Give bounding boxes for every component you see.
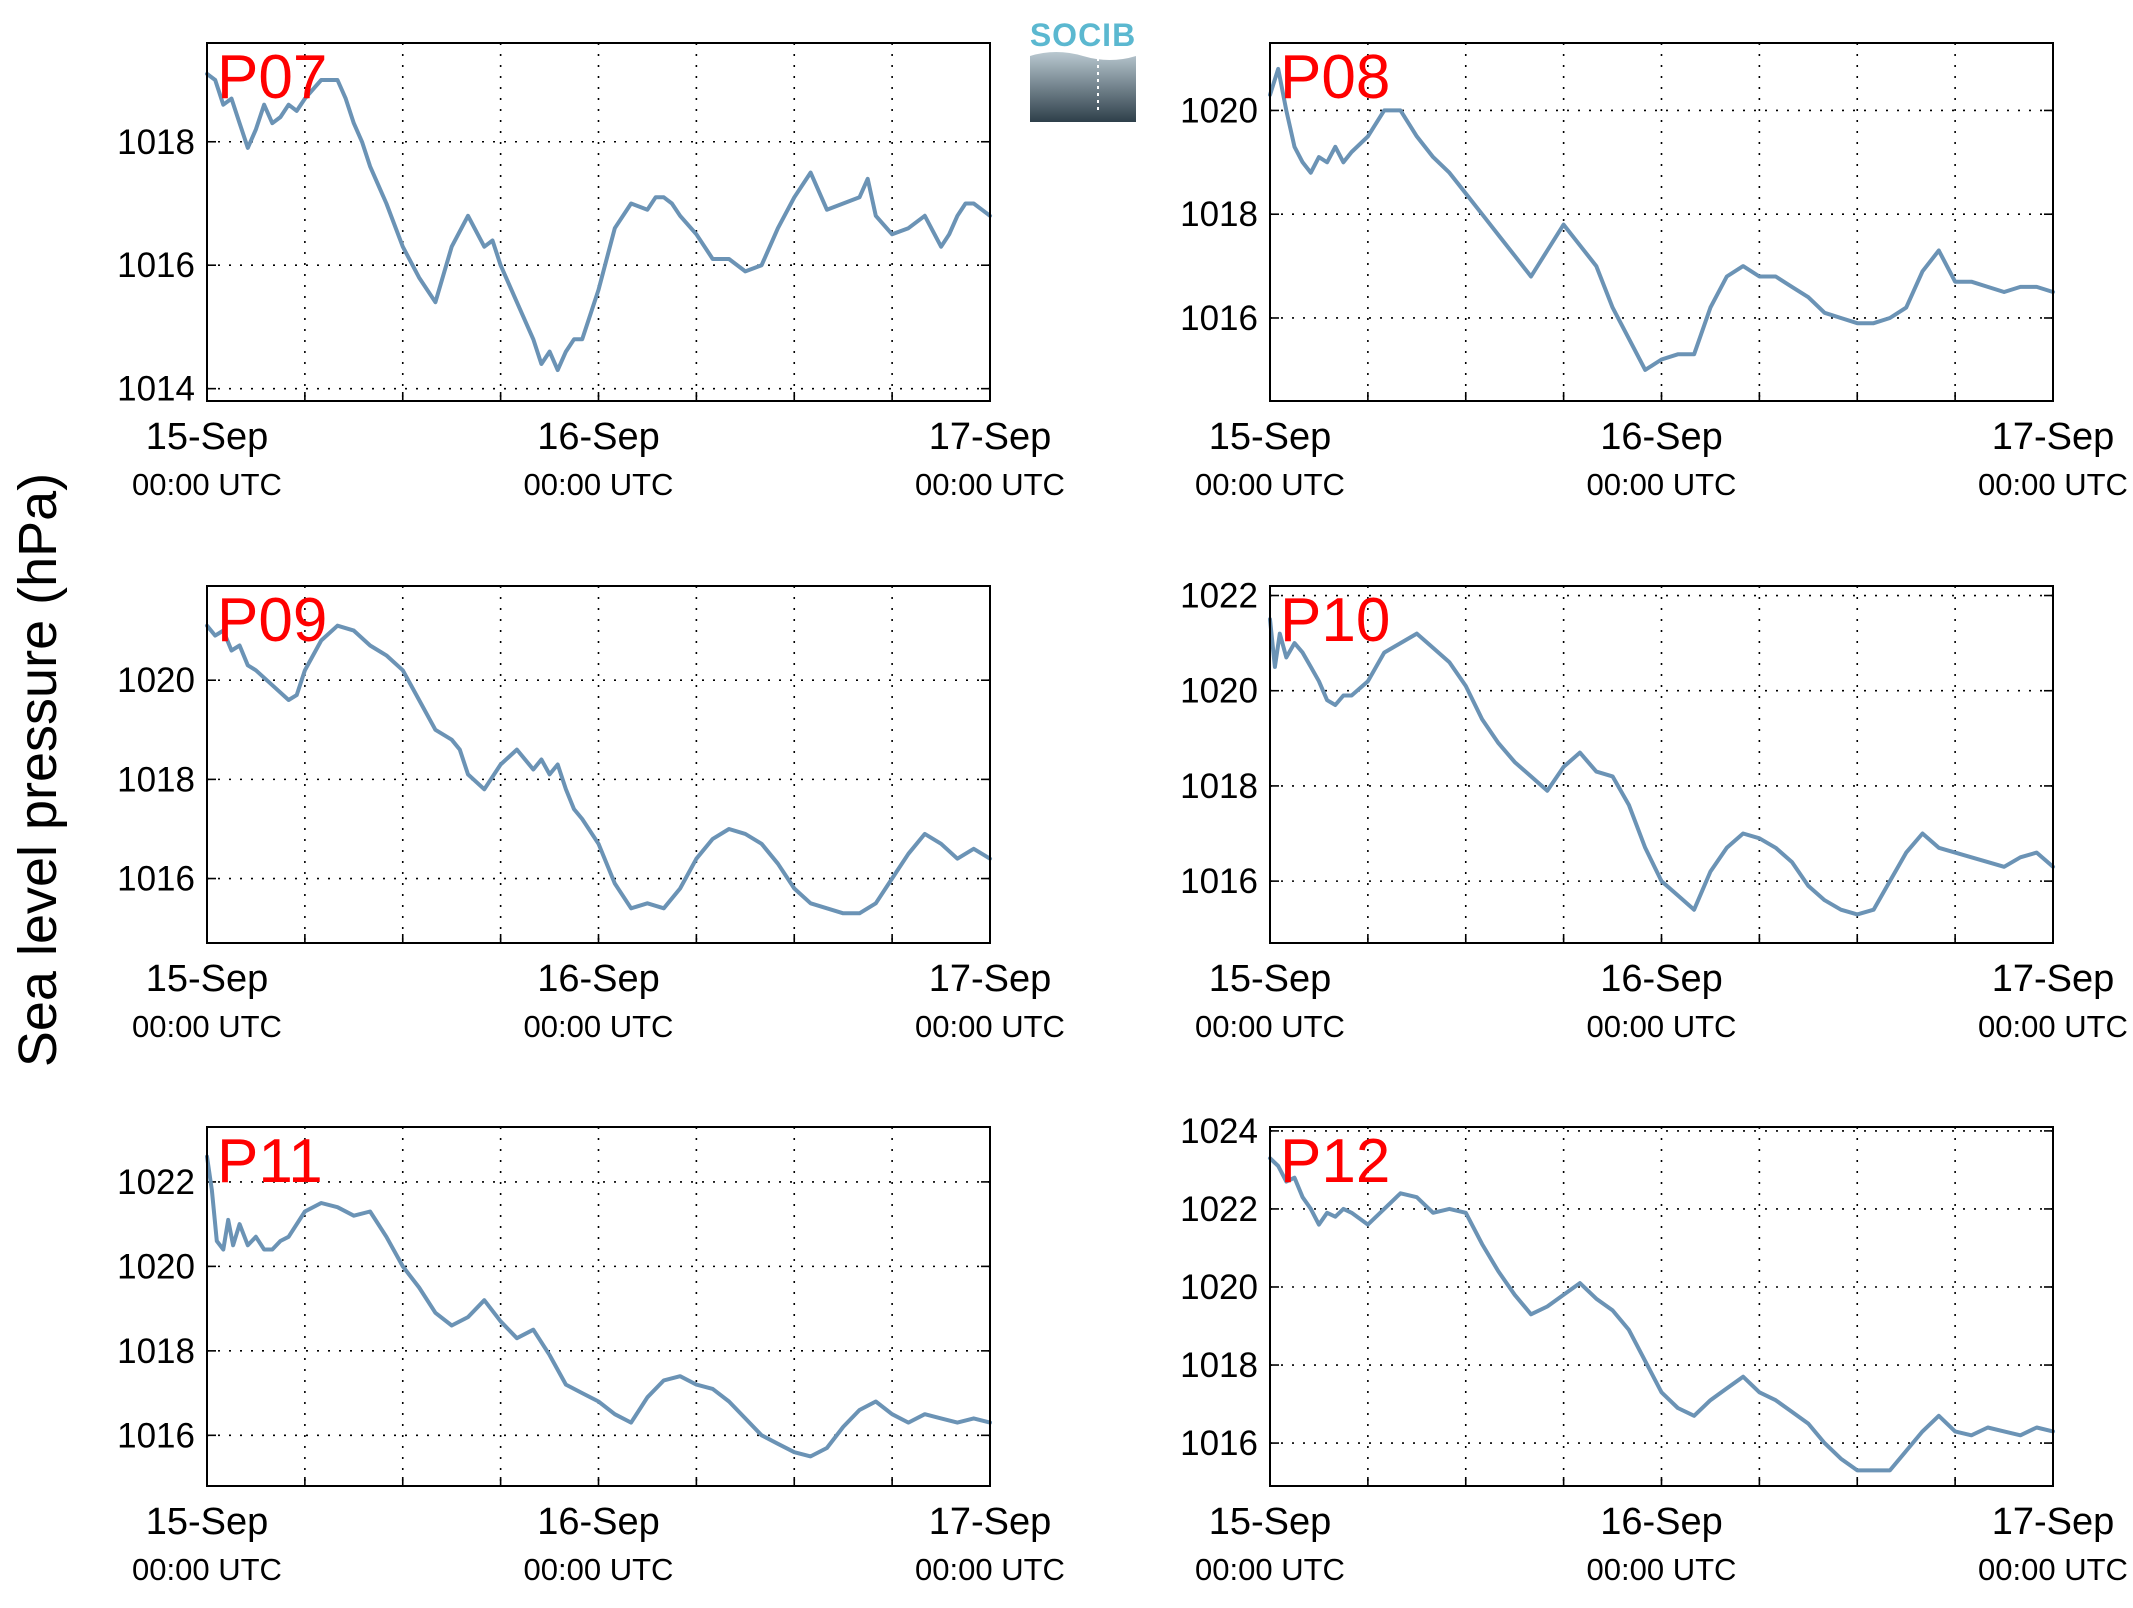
x-tick-label-time: 00:00 UTC — [1587, 1552, 1737, 1587]
y-tick-label: 1020 — [1180, 1268, 1258, 1307]
panel-label: P11 — [217, 1127, 323, 1196]
y-tick-label: 1020 — [1180, 91, 1258, 130]
y-tick-label: 1018 — [117, 123, 195, 162]
x-tick-label-date: 15-Sep — [146, 416, 269, 458]
panel-label: P09 — [217, 586, 327, 655]
x-tick-label-time: 00:00 UTC — [524, 1552, 674, 1587]
panel-p08: 1016 1018 1020 15-Sep 00:00 UTC 16-Sep 00:00 U… — [1180, 42, 2128, 502]
x-tick-label-time: 00:00 UTC — [132, 467, 282, 502]
x-tick-label-date: 15-Sep — [1209, 958, 1332, 1000]
y-tick-label: 1016 — [1180, 299, 1258, 338]
pressure-series-line — [205, 623, 992, 916]
y-tick-label: 1016 — [1180, 1424, 1258, 1463]
y-tick-label: 1018 — [117, 1332, 195, 1371]
panel-p09: 1016 1018 1020 15-Sep 00:00 UTC 16-Sep 00:00 U… — [117, 585, 1065, 1044]
x-tick-label-time: 00:00 UTC — [524, 1009, 674, 1044]
x-tick-label-date: 17-Sep — [929, 958, 1052, 1000]
x-tick-label-time: 00:00 UTC — [915, 1009, 1065, 1044]
axes-frame — [206, 1126, 991, 1487]
pressure-series-line — [1268, 617, 2055, 917]
y-tick-label: 1016 — [1180, 862, 1258, 901]
x-tick-label-date: 17-Sep — [929, 416, 1052, 458]
y-tick-label: 1020 — [1180, 672, 1258, 711]
panel-label: P08 — [1280, 43, 1390, 112]
y-tick-label: 1022 — [117, 1163, 195, 1202]
x-tick-label-date: 17-Sep — [929, 1501, 1052, 1543]
y-tick-label: 1020 — [117, 661, 195, 700]
panel-p07: 1014 1016 1018 15-Sep 00:00 UTC 16-Sep 00:00 U… — [117, 42, 1065, 502]
y-axis-label: Sea level pressure (hPa) — [8, 473, 68, 1067]
x-tick-label-date: 16-Sep — [1600, 1501, 1723, 1543]
socib-logo: SOCIB — [1030, 17, 1136, 122]
x-tick-label-date: 15-Sep — [1209, 1501, 1332, 1543]
x-tick-label-time: 00:00 UTC — [915, 467, 1065, 502]
x-tick-label-date: 17-Sep — [1992, 416, 2115, 458]
panels-group: 1014 1016 1018 15-Sep 00:00 UTC 16-Sep 00:00 U… — [117, 42, 2128, 1587]
axes-frame — [1269, 42, 2054, 402]
x-tick-label-date: 16-Sep — [1600, 958, 1723, 1000]
x-tick-label-date: 16-Sep — [537, 416, 660, 458]
x-tick-label-time: 00:00 UTC — [915, 1552, 1065, 1587]
y-tick-label: 1024 — [1180, 1112, 1258, 1151]
pressure-series-line — [205, 71, 992, 373]
x-tick-label-date: 15-Sep — [1209, 416, 1332, 458]
x-tick-label-time: 00:00 UTC — [1195, 1552, 1345, 1587]
y-tick-label: 1022 — [1180, 577, 1258, 616]
panel-p12: 1016 1018 1020 1022 1024 15-Sep 00:00 UTC 16-Se… — [1180, 1112, 2128, 1587]
pressure-series-line — [1268, 66, 2055, 372]
axes-frame — [206, 585, 991, 944]
y-tick-label: 1022 — [1180, 1190, 1258, 1229]
axes-frame — [206, 42, 991, 402]
y-tick-label: 1018 — [1180, 767, 1258, 806]
panel-label: P12 — [1280, 1127, 1390, 1196]
x-tick-label-time: 00:00 UTC — [1587, 467, 1737, 502]
x-tick-label-time: 00:00 UTC — [132, 1009, 282, 1044]
x-tick-label-time: 00:00 UTC — [132, 1552, 282, 1587]
logo-wave-icon — [1030, 52, 1136, 122]
x-tick-label-time: 00:00 UTC — [1978, 467, 2128, 502]
y-tick-label: 1018 — [1180, 195, 1258, 234]
x-tick-label-date: 16-Sep — [537, 1501, 660, 1543]
x-tick-label-date: 15-Sep — [146, 1501, 269, 1543]
x-tick-label-time: 00:00 UTC — [1978, 1552, 2128, 1587]
x-tick-label-date: 16-Sep — [1600, 416, 1723, 458]
x-tick-label-date: 15-Sep — [146, 958, 269, 1000]
panel-p10: 1016 1018 1020 1022 15-Sep 00:00 UTC 16-Sep 00:… — [1180, 577, 2128, 1044]
pressure-series-line — [205, 1154, 992, 1459]
x-tick-label-time: 00:00 UTC — [1587, 1009, 1737, 1044]
y-tick-label: 1018 — [117, 760, 195, 799]
y-tick-label: 1014 — [117, 370, 195, 409]
x-tick-label-date: 16-Sep — [537, 958, 660, 1000]
x-tick-label-date: 17-Sep — [1992, 1501, 2115, 1543]
panel-label: P07 — [217, 43, 327, 112]
x-tick-label-time: 00:00 UTC — [1195, 1009, 1345, 1044]
logo-text: SOCIB — [1030, 17, 1136, 53]
y-tick-label: 1018 — [1180, 1346, 1258, 1385]
x-tick-label-time: 00:00 UTC — [1978, 1009, 2128, 1044]
y-tick-label: 1020 — [117, 1247, 195, 1286]
x-tick-label-date: 17-Sep — [1992, 958, 2115, 1000]
pressure-series-line — [1268, 1156, 2055, 1473]
y-tick-label: 1016 — [117, 860, 195, 899]
panel-p11: 1016 1018 1020 1022 15-Sep 00:00 UTC 16-Sep 00:… — [117, 1126, 1065, 1587]
x-tick-label-time: 00:00 UTC — [1195, 467, 1345, 502]
y-tick-label: 1016 — [117, 1416, 195, 1455]
axes-frame — [1269, 1126, 2054, 1487]
y-tick-label: 1016 — [117, 246, 195, 285]
axes-frame — [1269, 585, 2054, 944]
panel-label: P10 — [1280, 586, 1390, 655]
x-tick-label-time: 00:00 UTC — [524, 467, 674, 502]
